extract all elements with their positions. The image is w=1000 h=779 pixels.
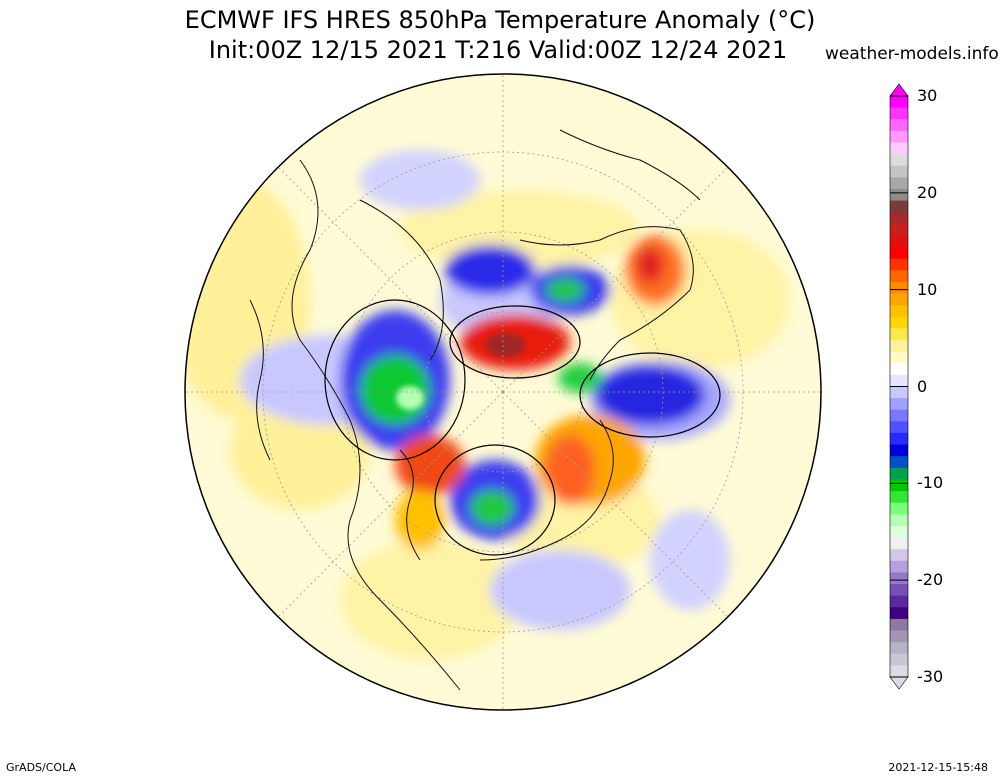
colorbar-tick-label: 20 [917, 182, 938, 202]
colorbar-swatch [890, 293, 908, 306]
colorbar-swatch [890, 316, 908, 329]
colorbar-swatch [890, 398, 908, 411]
colorbar-tick-label: -20 [917, 570, 944, 590]
colorbar-swatch [890, 142, 908, 155]
colorbar-tick-label: 0 [917, 376, 928, 396]
colorbar-swatch [890, 630, 908, 643]
colorbar-swatch [890, 584, 908, 597]
colorbar-swatch [890, 421, 908, 434]
colorbar-swatch [890, 491, 908, 504]
colorbar-swatch [890, 409, 908, 422]
colorbar-swatch [890, 235, 908, 248]
colorbar-swatch [890, 223, 908, 236]
colorbar-swatch [890, 665, 908, 678]
colorbar-swatch [890, 572, 908, 585]
colorbar-tick-label: 30 [917, 86, 938, 105]
colorbar-swatch [890, 270, 908, 283]
colorbar-swatch [890, 328, 908, 341]
colorbar-swatch [890, 653, 908, 666]
colorbar-tick-label: -30 [917, 667, 944, 686]
colorbar-swatch [890, 595, 908, 608]
chart-title: ECMWF IFS HRES 850hPa Temperature Anomal… [184, 6, 816, 34]
colorbar-swatch [890, 351, 908, 364]
colorbar-swatch [890, 560, 908, 573]
colorbar-swatch [890, 281, 908, 295]
colorbar-swatch [890, 607, 908, 620]
colorbar-swatch [890, 96, 908, 109]
colorbar-swatch [890, 525, 908, 539]
chart-subtitle: Init:00Z 12/15 2021 T:216 Valid:00Z 12/2… [208, 36, 788, 64]
source-label: weather-models.info [825, 44, 999, 64]
colorbar-swatch [890, 212, 908, 225]
colorbar-swatch [890, 247, 908, 260]
colorbar-swatch [890, 188, 908, 202]
colorbar-swatch [890, 374, 908, 387]
colorbar-swatch [890, 502, 908, 515]
colorbar-swatch [890, 107, 908, 120]
colorbar-tick-label: -10 [917, 473, 944, 493]
colorbar [889, 83, 909, 690]
graticule-lines [185, 74, 821, 710]
coastlines [249, 129, 701, 691]
colorbar-swatch [890, 363, 908, 376]
colorbar-swatch [890, 130, 908, 143]
anomaly-contours [324, 299, 721, 556]
colorbar-swatch [890, 154, 908, 167]
colorbar-swatch [890, 340, 908, 353]
colorbar-swatch [890, 479, 908, 492]
colorbar-swatch [890, 444, 908, 457]
colorbar-swatch [890, 618, 908, 632]
colorbar-swatch [890, 514, 908, 527]
footer-software: GrADS/COLA [6, 761, 76, 774]
map-boundary [184, 73, 822, 711]
colorbar-swatch [890, 537, 908, 550]
colorbar-swatch [890, 386, 908, 399]
colorbar-swatch [890, 200, 908, 213]
colorbar-swatch [890, 642, 908, 655]
colorbar-swatch [890, 305, 908, 318]
colorbar-swatch [890, 456, 908, 469]
colorbar-swatch [890, 119, 908, 132]
colorbar-bottom-arrow [889, 676, 909, 690]
colorbar-swatch [890, 177, 908, 190]
colorbar-swatch [890, 432, 908, 446]
colorbar-swatch [890, 467, 908, 480]
colorbar-top-arrow [889, 83, 909, 97]
colorbar-tick-label: 10 [917, 279, 938, 299]
colorbar-swatch [890, 258, 908, 271]
colorbar-swatch [890, 549, 908, 562]
polar-map-disk [185, 74, 821, 710]
footer-timestamp: 2021-12-15-15:48 [888, 761, 988, 774]
colorbar-swatch [890, 165, 908, 178]
